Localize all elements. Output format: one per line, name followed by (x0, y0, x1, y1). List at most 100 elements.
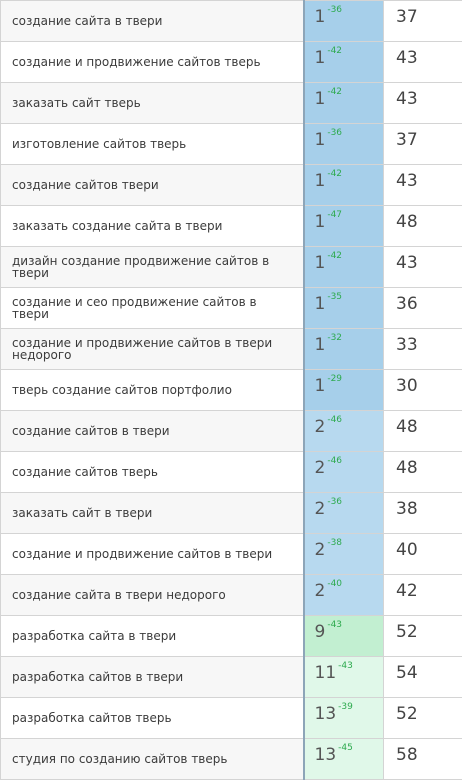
keyword-cell: заказать сайт тверь (1, 83, 304, 124)
position-cell: 2-46 (304, 411, 384, 452)
position-change: -43 (327, 620, 342, 630)
position-value: 1 (315, 48, 326, 68)
position-value: 1 (315, 171, 326, 191)
value-cell: 43 (384, 42, 462, 83)
keyword-cell: разработка сайтов тверь (1, 698, 304, 739)
position-value: 2 (315, 499, 326, 519)
position-change: -42 (327, 87, 342, 97)
position-cell: 2-36 (304, 493, 384, 534)
value-cell: 33 (384, 329, 462, 370)
value-cell: 43 (384, 165, 462, 206)
table-row: дизайн создание продвижение сайтов в тве… (1, 247, 462, 288)
position-value: 1 (315, 253, 326, 273)
position-value: 2 (315, 458, 326, 478)
position-change: -36 (327, 497, 342, 507)
table-row: изготовление сайтов тверь 1-36 37 (1, 124, 462, 165)
keyword-cell: студия по созданию сайтов тверь (1, 739, 304, 780)
position-cell: 2-40 (304, 575, 384, 616)
position-cell: 2-46 (304, 452, 384, 493)
position-value: 2 (315, 417, 326, 437)
position-cell: 9-43 (304, 616, 384, 657)
position-cell: 2-38 (304, 534, 384, 575)
keyword-cell: создание и продвижение сайтов в твери (1, 534, 304, 575)
position-change: -42 (327, 46, 342, 56)
value-cell: 58 (384, 739, 462, 780)
position-change: -42 (327, 169, 342, 179)
keyword-cell: заказать сайт в твери (1, 493, 304, 534)
keyword-cell: создание сайта в твери (1, 1, 304, 42)
position-value: 1 (315, 294, 326, 314)
keyword-cell: создание сайтов тверь (1, 452, 304, 493)
value-cell: 48 (384, 206, 462, 247)
position-cell: 1-47 (304, 206, 384, 247)
position-value: 1 (315, 89, 326, 109)
position-value: 1 (315, 212, 326, 232)
position-change: -36 (327, 5, 342, 15)
position-value: 9 (315, 622, 326, 642)
value-cell: 40 (384, 534, 462, 575)
position-value: 2 (315, 540, 326, 560)
position-change: -35 (327, 292, 342, 302)
value-cell: 36 (384, 288, 462, 329)
position-cell: 13-45 (304, 739, 384, 780)
value-cell: 54 (384, 657, 462, 698)
keyword-cell: изготовление сайтов тверь (1, 124, 304, 165)
position-change: -46 (327, 415, 342, 425)
position-cell: 1-42 (304, 83, 384, 124)
value-cell: 42 (384, 575, 462, 616)
position-change: -40 (327, 579, 342, 589)
table-row: создание и сео продвижение сайтов в твер… (1, 288, 462, 329)
keyword-cell: создание сайтов в твери (1, 411, 304, 452)
value-cell: 30 (384, 370, 462, 411)
position-change: -39 (338, 702, 353, 712)
position-change: -36 (327, 128, 342, 138)
value-cell: 48 (384, 411, 462, 452)
position-change: -32 (327, 333, 342, 343)
position-value: 1 (315, 376, 326, 396)
position-change: -43 (338, 661, 353, 671)
table-row: создание и продвижение сайтов в твери не… (1, 329, 462, 370)
position-change: -47 (327, 210, 342, 220)
value-cell: 37 (384, 1, 462, 42)
value-cell: 52 (384, 616, 462, 657)
position-value: 2 (315, 581, 326, 601)
value-cell: 38 (384, 493, 462, 534)
position-cell: 1-35 (304, 288, 384, 329)
value-cell: 43 (384, 83, 462, 124)
value-cell: 37 (384, 124, 462, 165)
keyword-cell: создание и сео продвижение сайтов в твер… (1, 288, 304, 329)
keyword-cell: создание и продвижение сайтов тверь (1, 42, 304, 83)
position-value: 1 (315, 335, 326, 355)
position-change: -38 (327, 538, 342, 548)
keyword-cell: заказать создание сайта в твери (1, 206, 304, 247)
position-value: 1 (315, 130, 326, 150)
position-cell: 1-29 (304, 370, 384, 411)
value-cell: 52 (384, 698, 462, 739)
position-cell: 11-43 (304, 657, 384, 698)
position-cell: 1-36 (304, 1, 384, 42)
value-cell: 48 (384, 452, 462, 493)
table-row: создание и продвижение сайтов тверь 1-42 4… (1, 42, 462, 83)
position-value: 11 (315, 663, 337, 683)
value-cell: 43 (384, 247, 462, 288)
keyword-cell: создание сайта в твери недорого (1, 575, 304, 616)
keyword-cell: дизайн создание продвижение сайтов в тве… (1, 247, 304, 288)
position-cell: 1-32 (304, 329, 384, 370)
keyword-cell: разработка сайта в твери (1, 616, 304, 657)
position-change: -45 (338, 743, 353, 753)
position-cell: 1-42 (304, 247, 384, 288)
position-cell: 13-39 (304, 698, 384, 739)
